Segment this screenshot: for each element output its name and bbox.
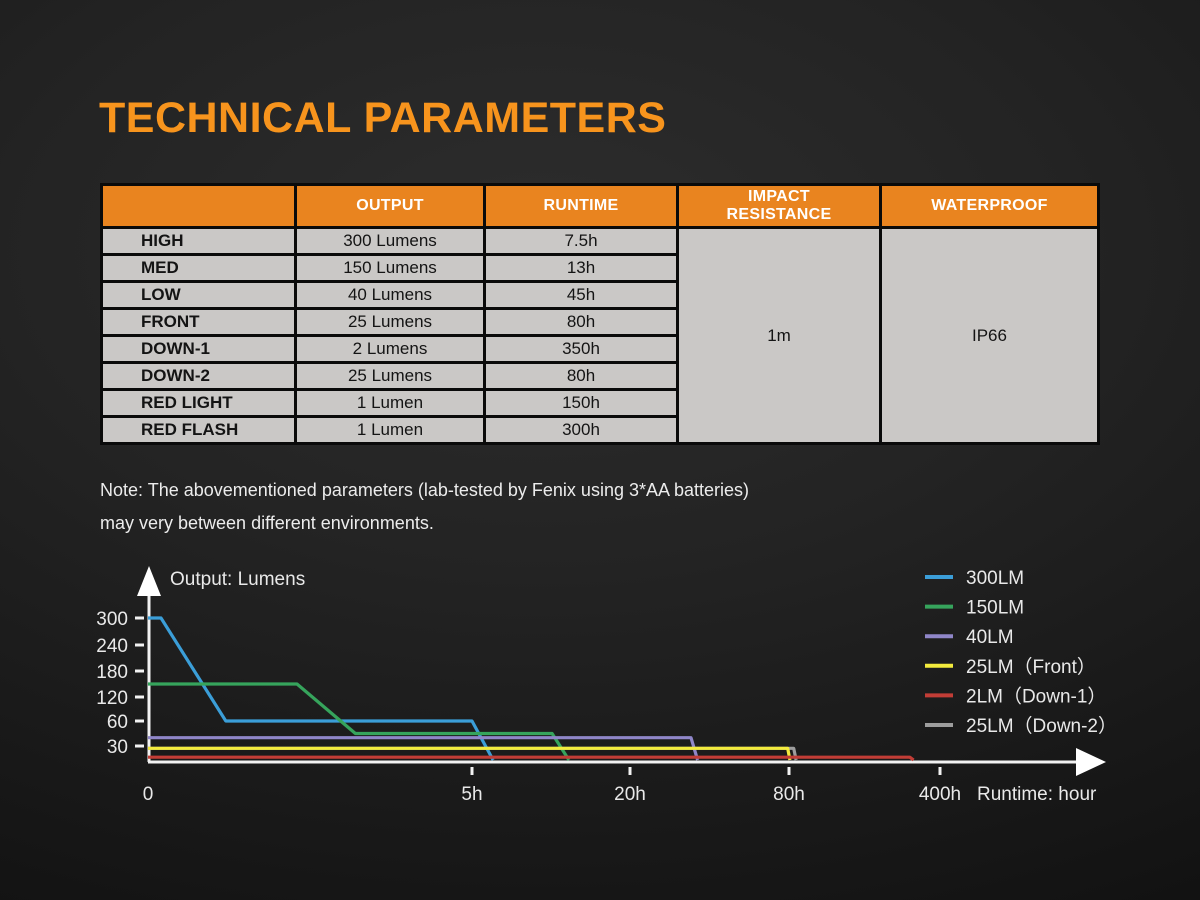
y-tick-label: 240 xyxy=(96,636,128,657)
table-header-waterproof: WATERPROOF xyxy=(882,186,1097,226)
note-line-2: may very between different environments. xyxy=(100,513,434,533)
runtime-cell: 13h xyxy=(486,256,676,280)
page-title: TECHNICAL PARAMETERS xyxy=(99,94,667,142)
table-header-mode xyxy=(103,186,294,226)
runtime-cell: 350h xyxy=(486,337,676,361)
x-tick-label: 80h xyxy=(773,784,805,805)
mode-cell: DOWN-1 xyxy=(103,337,294,361)
series-line xyxy=(148,736,700,761)
x-axis-arrow-icon xyxy=(1076,748,1106,776)
runtime-cell: 80h xyxy=(486,310,676,334)
y-axis-title: Output: Lumens xyxy=(170,569,305,590)
legend-label: 150LM xyxy=(966,598,1024,619)
runtime-cell: 300h xyxy=(486,418,676,442)
output-cell: 40 Lumens xyxy=(297,283,483,307)
x-tick-label: 5h xyxy=(461,784,482,805)
y-axis-arrow-icon xyxy=(137,566,161,596)
mode-cell: RED FLASH xyxy=(103,418,294,442)
series-line xyxy=(148,755,915,762)
y-tick-label: 180 xyxy=(96,662,128,683)
table-header-runtime: RUNTIME xyxy=(486,186,676,226)
table-header-impact: IMPACT RESISTANCE xyxy=(679,186,879,226)
y-tick-label: 30 xyxy=(107,737,128,758)
parameters-table: OUTPUT RUNTIME IMPACT RESISTANCE WATERPR… xyxy=(100,183,1100,445)
legend-label: 2LM（Down-1） xyxy=(966,685,1106,707)
output-cell: 1 Lumen xyxy=(297,418,483,442)
mode-cell: HIGH xyxy=(103,229,294,253)
runtime-cell: 150h xyxy=(486,391,676,415)
note-line-1: Note: The abovementioned parameters (lab… xyxy=(100,480,750,500)
runtime-chart: Output: Lumens Runtime: hour 300 240 180 12… xyxy=(85,548,1150,823)
mode-cell: FRONT xyxy=(103,310,294,334)
waterproof-value: IP66 xyxy=(882,229,1097,442)
output-cell: 150 Lumens xyxy=(297,256,483,280)
legend-label: 300LM xyxy=(966,568,1024,589)
mode-cell: RED LIGHT xyxy=(103,391,294,415)
y-tick-label: 120 xyxy=(96,688,128,709)
y-tick-label: 300 xyxy=(96,609,128,630)
mode-cell: DOWN-2 xyxy=(103,364,294,388)
output-cell: 25 Lumens xyxy=(297,364,483,388)
series-line xyxy=(148,682,571,761)
runtime-cell: 7.5h xyxy=(486,229,676,253)
output-cell: 1 Lumen xyxy=(297,391,483,415)
impact-resistance-value: 1m xyxy=(679,229,879,442)
x-tick-label: 20h xyxy=(614,784,646,805)
legend-label: 25LM（Down-2） xyxy=(966,715,1117,737)
mode-cell: LOW xyxy=(103,283,294,307)
runtime-cell: 45h xyxy=(486,283,676,307)
output-cell: 300 Lumens xyxy=(297,229,483,253)
table-header-output: OUTPUT xyxy=(297,186,483,226)
mode-cell: MED xyxy=(103,256,294,280)
legend-label: 40LM xyxy=(966,627,1014,648)
y-tick-label: 60 xyxy=(107,712,128,733)
x-tick-label: 400h xyxy=(919,784,961,805)
x-tick-label: 0 xyxy=(143,784,154,805)
runtime-cell: 80h xyxy=(486,364,676,388)
legend-label: 25LM（Front） xyxy=(966,656,1096,678)
output-cell: 25 Lumens xyxy=(297,310,483,334)
output-cell: 2 Lumens xyxy=(297,337,483,361)
note-text: Note: The abovementioned parameters (lab… xyxy=(100,474,749,540)
x-axis-title: Runtime: hour xyxy=(977,784,1097,805)
